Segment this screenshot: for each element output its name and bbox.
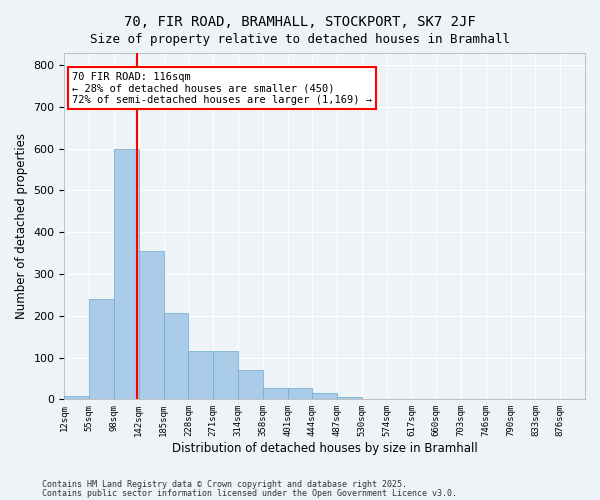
Text: Contains public sector information licensed under the Open Government Licence v3: Contains public sector information licen… <box>42 488 457 498</box>
Bar <box>213 351 238 400</box>
Bar <box>164 313 188 400</box>
X-axis label: Distribution of detached houses by size in Bramhall: Distribution of detached houses by size … <box>172 442 478 455</box>
Text: 70 FIR ROAD: 116sqm
← 28% of detached houses are smaller (450)
72% of semi-detac: 70 FIR ROAD: 116sqm ← 28% of detached ho… <box>72 72 372 105</box>
Bar <box>287 388 313 400</box>
Bar <box>89 299 114 400</box>
Bar <box>64 396 89 400</box>
Bar <box>139 251 164 400</box>
Text: Contains HM Land Registry data © Crown copyright and database right 2025.: Contains HM Land Registry data © Crown c… <box>42 480 407 489</box>
Bar <box>114 148 139 400</box>
Bar <box>188 351 213 400</box>
Bar <box>337 397 362 400</box>
Text: Size of property relative to detached houses in Bramhall: Size of property relative to detached ho… <box>90 32 510 46</box>
Y-axis label: Number of detached properties: Number of detached properties <box>15 133 28 319</box>
Bar <box>238 370 263 400</box>
Text: 70, FIR ROAD, BRAMHALL, STOCKPORT, SK7 2JF: 70, FIR ROAD, BRAMHALL, STOCKPORT, SK7 2… <box>124 15 476 29</box>
Bar <box>313 394 337 400</box>
Bar <box>263 388 287 400</box>
